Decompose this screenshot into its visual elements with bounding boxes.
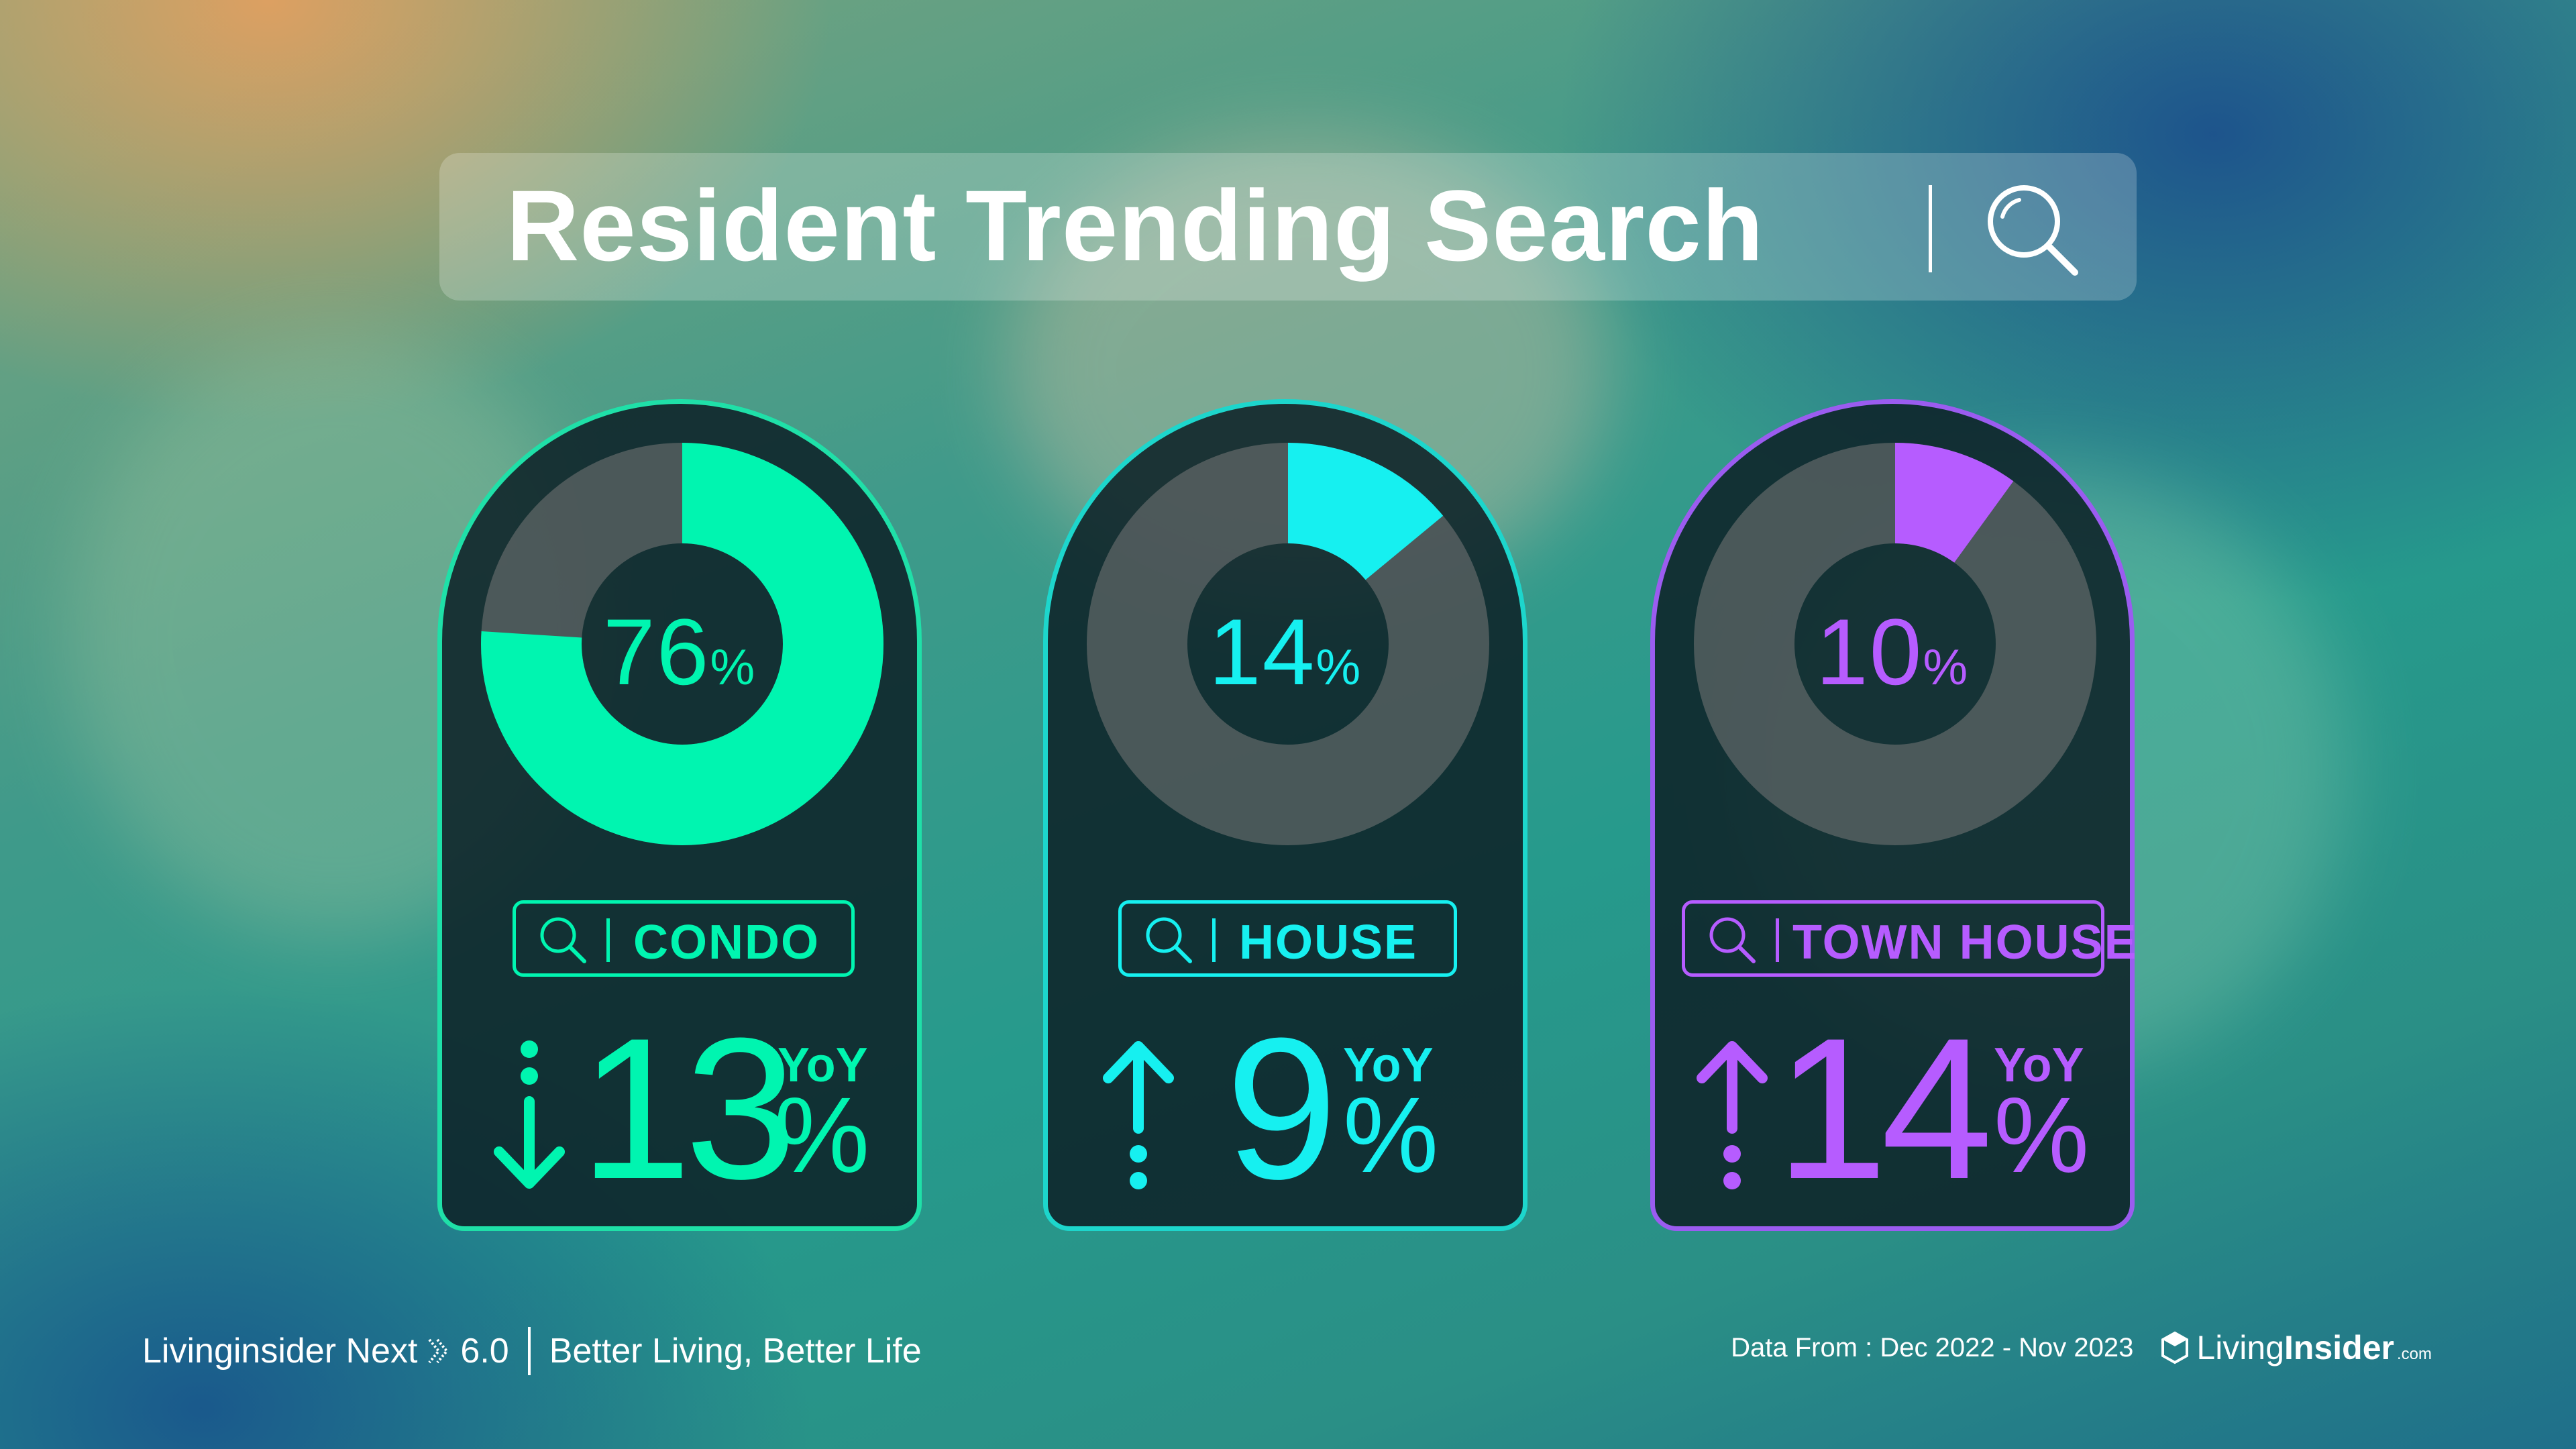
arrow-up-icon: [1697, 1041, 1768, 1189]
town-house-percent-label: 10%: [1815, 599, 1970, 704]
version-label: 6.0: [460, 1332, 509, 1371]
house-yoy-change: 9 YoY %: [1048, 1008, 1523, 1209]
page-title: Resident Trending Search: [506, 169, 1764, 282]
house-card: 14% HOUSE 9 YoY %: [1043, 399, 1527, 1231]
footer-divider: [527, 1327, 531, 1375]
house-donut-slice: [1087, 443, 1489, 845]
town-house-category-label: TOWN HOUSE: [1792, 916, 2138, 969]
town-house-donut-slice: [1694, 443, 2096, 845]
town-house-change-value: 14: [1776, 996, 1993, 1221]
house-donut-chart: [1087, 443, 1489, 845]
change-percent-sign: %: [1994, 1075, 2090, 1195]
footer-source: Data From : Dec 2022 - Nov 2023 Living In…: [1731, 1328, 2432, 1367]
tagline: Better Living, Better Life: [549, 1332, 922, 1371]
town-house-search-tag: TOWN HOUSE: [1682, 900, 2137, 977]
brand-line: Livinginsider Next: [142, 1332, 418, 1371]
condo-donut-slice: [481, 443, 883, 845]
condo-yoy-change: 13 YoY %: [442, 1008, 917, 1209]
house-percent-label: 14%: [1208, 599, 1362, 704]
change-percent-sign: %: [1343, 1075, 1439, 1195]
title-divider: [1929, 185, 1932, 272]
condo-search-tag: CONDO: [513, 900, 855, 977]
condo-percent-label: 76%: [602, 599, 757, 704]
arrow-up-icon: [1103, 1041, 1174, 1189]
yoy-label: YoY: [777, 1038, 868, 1092]
change-percent-sign: %: [774, 1075, 870, 1195]
house-change-value: 9: [1226, 996, 1338, 1221]
town-house-donut-chart: [1694, 443, 2096, 845]
condo-card: 76% CONDO 13 YoY %: [437, 399, 922, 1231]
tag-divider: [606, 918, 610, 962]
search-icon: [540, 917, 586, 963]
search-icon: [1988, 185, 2078, 276]
tag-divider: [1776, 918, 1779, 962]
house-search-tag: HOUSE: [1118, 900, 1457, 977]
house-category-label: HOUSE: [1239, 916, 1418, 969]
town-house-card: 10% TOWN HOUSE 14 YoY %: [1650, 399, 2137, 1231]
town-house-yoy-change: 14 YoY %: [1655, 1008, 2130, 1209]
search-icon: [1146, 917, 1192, 963]
yoy-label: YoY: [1343, 1038, 1434, 1092]
yoy-label: YoY: [1994, 1038, 2084, 1092]
chevrons-icon: [428, 1338, 449, 1364]
tag-divider: [1212, 918, 1216, 962]
condo-category-label: CONDO: [633, 916, 820, 969]
livinginsider-logo-icon: [2161, 1331, 2189, 1364]
title-bar: Resident Trending Search: [439, 153, 2137, 301]
condo-change-value: 13: [580, 996, 797, 1221]
footer-brand: Livinginsider Next 6.0 Better Living, Be…: [142, 1327, 922, 1375]
condo-donut-chart: [481, 443, 883, 845]
arrow-down-icon: [494, 1040, 565, 1189]
data-source-label: Data From : Dec 2022 - Nov 2023: [1731, 1332, 2134, 1362]
livinginsider-logo: Living Insider .com: [2196, 1329, 2432, 1366]
search-icon: [1709, 917, 1756, 963]
